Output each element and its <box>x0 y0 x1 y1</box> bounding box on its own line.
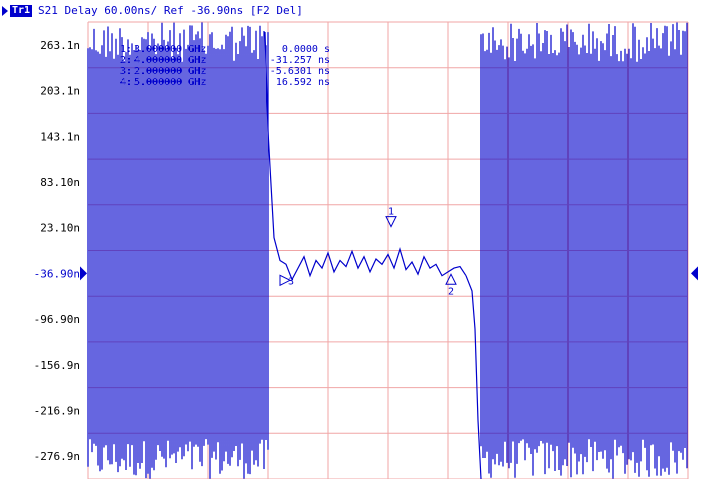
marker-table-value: -5.6301 ns <box>270 66 330 77</box>
trace-badge[interactable]: Tr1 <box>10 5 33 17</box>
marker-table-label: 2: <box>120 55 132 66</box>
active-trace-arrow-icon <box>2 6 8 16</box>
y-tick-label: 143.1n <box>40 130 80 143</box>
marker-table-freq: 3.000000 GHz <box>134 44 206 55</box>
trace-segment <box>465 275 482 479</box>
y-tick-label: 203.1n <box>40 85 80 98</box>
y-tick-label: 83.10n <box>40 176 80 189</box>
marker-2-label: 2 <box>448 286 454 297</box>
marker-table-value: -31.257 ns <box>270 55 330 66</box>
noise-band <box>480 22 688 479</box>
marker-table-freq: 4.000000 GHz <box>134 55 206 66</box>
marker-1-triangle-icon <box>385 216 397 228</box>
marker-1-label: 1 <box>388 207 394 218</box>
markers: 1 2 3 <box>279 207 457 297</box>
marker-table: 1: 3.000000 GHz 0.0000 s 2: 4.000000 GHz -31.… <box>120 44 330 88</box>
y-axis-ticks: 263.1n 203.1n 143.1n 83.10n 23.10n -36.90n -96… <box>34 39 80 463</box>
y-tick-label: 263.1n <box>40 39 80 52</box>
y-tick-label: 23.10n <box>40 222 80 235</box>
noise-band <box>87 22 269 479</box>
y-tick-label: -156.9n <box>34 359 80 372</box>
marker-3-label: 3 <box>288 276 294 287</box>
y-tick-label: -96.90n <box>34 313 80 326</box>
trace-line <box>87 22 688 479</box>
trace-segment <box>264 31 467 281</box>
marker-table-label: 3: <box>120 66 132 77</box>
marker-table-freq: 2.000000 GHz <box>134 66 206 77</box>
marker-table-value: 16.592 ns <box>276 77 330 88</box>
marker-table-label: 4: <box>120 77 132 88</box>
marker-2-triangle-icon <box>445 273 457 285</box>
y-tick-label: -276.9n <box>34 450 80 463</box>
trace-header: Tr1 S21 Delay 60.00ns/ Ref -36.90ns [F2 … <box>0 0 710 22</box>
marker-table-label: 1: <box>120 44 132 55</box>
marker-3-triangle-icon <box>279 274 292 287</box>
y-tick-label: -36.90n <box>34 267 80 280</box>
marker-table-value: 0.0000 s <box>282 44 330 55</box>
ref-arrow-left-icon <box>80 266 87 281</box>
marker-table-freq: 5.000000 GHz <box>134 77 206 88</box>
trace-title: S21 Delay 60.00ns/ Ref -36.90ns [F2 Del] <box>38 4 303 17</box>
reference-level <box>80 266 698 281</box>
ref-arrow-right-icon <box>691 266 698 281</box>
y-tick-label: -216.9n <box>34 404 80 417</box>
